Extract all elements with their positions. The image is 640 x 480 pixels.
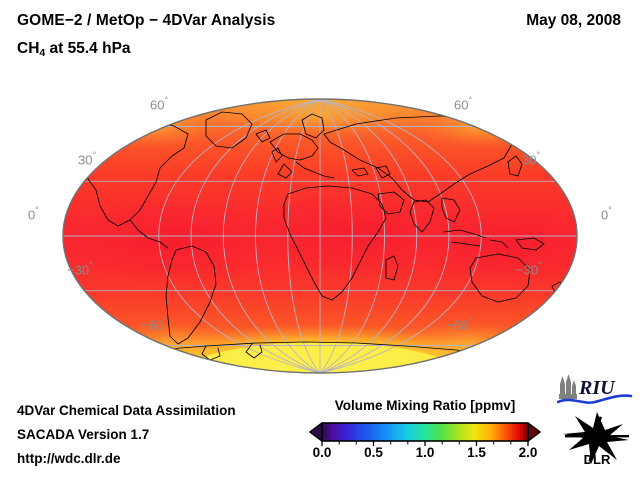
dlr-logo: DLR [563, 412, 629, 466]
lat-label-right-30: 30° [522, 150, 541, 168]
colorbar-tick-0: 0.0 [312, 445, 332, 460]
dlr-wordmark: DLR [584, 452, 611, 466]
footer-line-version: SACADA Version 1.7 [17, 427, 150, 442]
riu-spires-icon [559, 374, 577, 399]
colorbar-tick-3: 1.5 [467, 445, 486, 460]
lat-label-right-m30: −30° [516, 260, 542, 278]
world-map [62, 98, 578, 374]
page-title: GOME−2 / MetOp − 4DVar Analysis [17, 12, 276, 29]
lat-label-left-30: 30° [78, 150, 97, 168]
riu-logo: RIU [557, 374, 633, 404]
map-panel: 60° 30° 0° −30° −60° 60° 30° 0° −30° −60… [28, 90, 612, 382]
dlr-mark-icon [563, 412, 629, 464]
colorbar: Volume Mixing Ratio [ppmv] [305, 398, 545, 470]
lat-label-left-60: 60° [150, 95, 169, 113]
map-outline [62, 98, 578, 374]
footer-line-url[interactable]: http://wdc.dlr.de [17, 451, 121, 466]
lat-label-right-0: 0° [601, 205, 612, 223]
species-formula: CH [17, 40, 40, 57]
lat-label-left-0: 0° [28, 205, 39, 223]
colorbar-tick-2: 1.0 [415, 445, 435, 460]
species-subscript: 4 [39, 47, 46, 59]
lat-label-left-m30: −30° [67, 260, 93, 278]
colorbar-tick-4: 2.0 [518, 445, 538, 460]
colorbar-tick-labels: 0.0 0.5 1.0 1.5 2.0 [305, 445, 545, 465]
riu-wave-icon [557, 394, 633, 404]
lat-label-right-60: 60° [454, 95, 473, 113]
footer-line-assimilation: 4DVar Chemical Data Assimilation [17, 403, 236, 418]
lat-label-left-m60: −60° [141, 315, 167, 333]
riu-wordmark: RIU [578, 377, 616, 399]
date-label: May 08, 2008 [526, 12, 621, 29]
colorbar-tick-1: 0.5 [364, 445, 383, 460]
species-subtitle: CH4 at 55.4 hPa [17, 40, 131, 59]
colorbar-gradient [309, 422, 541, 446]
colorbar-title: Volume Mixing Ratio [ppmv] [334, 398, 516, 413]
lat-label-right-m60: −60° [446, 315, 472, 333]
species-level: at 55.4 hPa [45, 40, 131, 57]
